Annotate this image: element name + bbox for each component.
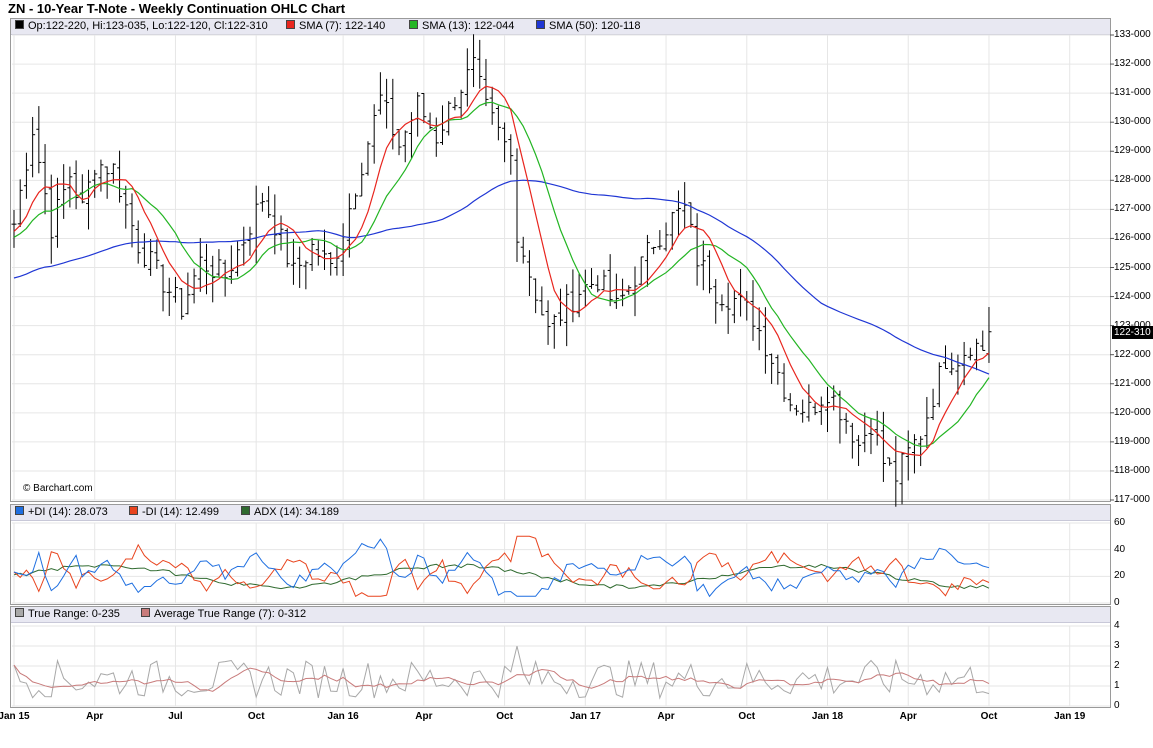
x-tick-label: Oct xyxy=(496,711,513,722)
price-tick-label: 129-000 xyxy=(1114,145,1151,157)
pdi-line xyxy=(13,538,990,598)
sma7-line xyxy=(13,85,990,457)
dmi-tick-label: 0 xyxy=(1114,597,1120,608)
mdi-legend: -DI (14): 12.499 xyxy=(129,505,219,520)
x-tick-label: Jan 16 xyxy=(327,711,359,722)
dmi-panel: +DI (14): 28.073 -DI (14): 12.499 ADX (1… xyxy=(10,504,1111,605)
true-range-line xyxy=(13,645,990,700)
tr-tick-label: 4 xyxy=(1114,620,1120,631)
adx-legend: ADX (14): 34.189 xyxy=(241,505,339,520)
tr-legend: True Range: 0-235 Average True Range (7)… xyxy=(11,607,1110,623)
dmi-tick-label: 40 xyxy=(1114,543,1126,555)
tr-legend-item: True Range: 0-235 xyxy=(15,607,120,622)
price-tick-label: 123-000 xyxy=(1114,319,1151,331)
x-tick-label: Apr xyxy=(415,711,433,722)
x-tick-label: Apr xyxy=(86,711,104,722)
x-tick-label: Apr xyxy=(899,711,917,722)
x-tick-label: Apr xyxy=(657,711,675,722)
price-tick-label: 119-000 xyxy=(1114,435,1150,447)
atr-legend-item: Average True Range (7): 0-312 xyxy=(141,607,306,622)
sma50-legend: SMA (50): 120-118 xyxy=(536,19,641,34)
dmi-tick-label: 20 xyxy=(1114,570,1126,582)
ohlc-legend: Op:122-220, Hi:123-035, Lo:122-120, Cl:1… xyxy=(15,19,268,34)
price-tick-label: 126-000 xyxy=(1114,232,1151,244)
price-tick-label: 127-000 xyxy=(1114,203,1151,215)
watermark: © Barchart.com xyxy=(23,483,93,494)
x-tick-label: Jul xyxy=(168,711,183,722)
price-tick-label: 125-000 xyxy=(1114,261,1151,273)
x-tick-label: Oct xyxy=(980,711,998,722)
price-tick-label: 131-000 xyxy=(1114,87,1151,99)
x-tick-label: Jan 18 xyxy=(811,711,844,722)
price-tick-label: 117-000 xyxy=(1114,494,1150,505)
price-legend: Op:122-220, Hi:123-035, Lo:122-120, Cl:1… xyxy=(11,19,1110,35)
sma7-legend: SMA (7): 122-140 xyxy=(286,19,385,34)
tr-panel: True Range: 0-235 Average True Range (7)… xyxy=(10,606,1111,708)
adx-line xyxy=(13,563,990,590)
price-tick-label: 118-000 xyxy=(1114,464,1150,476)
dmi-tick-label: 60 xyxy=(1114,517,1126,528)
sma13-line xyxy=(13,101,990,447)
price-tick-label: 120-000 xyxy=(1114,406,1151,418)
x-tick-label: Oct xyxy=(738,711,756,722)
price-tick-label: 121-000 xyxy=(1114,377,1151,389)
atr-line xyxy=(13,664,990,692)
price-tick-label: 122-000 xyxy=(1114,348,1151,360)
price-tick-label: 124-000 xyxy=(1114,290,1151,302)
tr-tick-label: 2 xyxy=(1114,660,1120,671)
price-tick-label: 132-000 xyxy=(1114,58,1151,70)
tr-tick-label: 1 xyxy=(1114,680,1120,691)
last-price-box: 122-310 xyxy=(1112,326,1153,339)
price-tick-label: 133-000 xyxy=(1114,29,1151,40)
sma50-line xyxy=(13,179,990,375)
x-tick-label: Jan 19 xyxy=(1054,711,1086,722)
tr-tick-label: 3 xyxy=(1114,640,1120,651)
price-tick-label: 128-000 xyxy=(1114,174,1151,186)
chart-title: ZN - 10-Year T-Note - Weekly Continuatio… xyxy=(8,1,346,16)
x-tick-label: Jan 15 xyxy=(0,711,30,722)
mdi-line xyxy=(13,535,990,598)
x-tick-label: Jan 17 xyxy=(569,711,601,722)
price-panel: Op:122-220, Hi:123-035, Lo:122-120, Cl:1… xyxy=(10,18,1111,502)
price-tick-label: 130-000 xyxy=(1114,116,1151,128)
x-tick-label: Oct xyxy=(247,711,265,722)
dmi-legend: +DI (14): 28.073 -DI (14): 12.499 ADX (1… xyxy=(11,505,1110,521)
tr-tick-label: 0 xyxy=(1114,700,1120,711)
sma13-legend: SMA (13): 122-044 xyxy=(409,19,514,34)
pdi-legend: +DI (14): 28.073 xyxy=(15,505,108,520)
